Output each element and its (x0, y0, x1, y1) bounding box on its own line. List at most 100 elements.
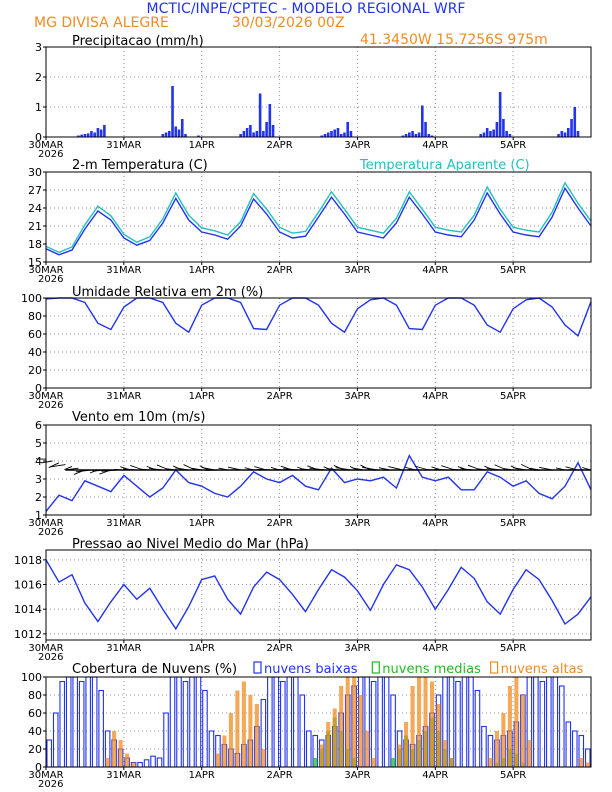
precip-bar (320, 135, 324, 137)
precip-bar (86, 133, 90, 137)
y-tick-label: 18 (28, 238, 42, 251)
precip-bar (492, 129, 495, 137)
cloud-bar-high (371, 758, 376, 767)
x-tick-label: 2APR (266, 643, 292, 654)
cloud-bar-high (105, 758, 110, 767)
x-tick-label: 3APR (344, 391, 370, 402)
cloud-bar-low (481, 725, 487, 768)
precip-bar (180, 119, 184, 137)
precip-bar (566, 128, 570, 137)
x-tick-label: 4APR (422, 770, 448, 781)
cloud-bar-low (163, 712, 169, 768)
cloud-bar-high (365, 731, 370, 767)
wind-vector (166, 468, 176, 471)
precip-bar (557, 134, 560, 137)
precip-bar (573, 107, 577, 137)
wind-vector (64, 465, 73, 471)
panel-title-precip: Precipitacao (mm/h) (72, 34, 204, 49)
legend-swatch (371, 661, 380, 674)
wind-vector (257, 468, 274, 471)
precip-bar (408, 132, 411, 137)
y-tick-label: 4 (35, 455, 42, 468)
wind-vector (75, 469, 92, 473)
x-tick-label: 2APR (266, 770, 292, 781)
cloud-bar-high (112, 731, 117, 767)
x-tick-label: 1APR (189, 265, 215, 276)
panel-frame (45, 171, 592, 263)
y-tick-label: 24 (28, 202, 42, 215)
precip-bar (167, 131, 171, 137)
precip-bar (323, 134, 327, 137)
wind-vector (274, 468, 287, 471)
y-tick-label: 0 (35, 761, 42, 774)
precip-bar (93, 132, 96, 137)
wind-vector (361, 466, 377, 471)
y-tick-label: 21 (28, 220, 42, 233)
cloud-bar-low (267, 676, 273, 768)
wind-vector (66, 467, 79, 471)
cloud-bar-high (228, 713, 233, 767)
precip-bar (164, 132, 168, 137)
precip-bar (485, 128, 489, 137)
precip-bar (239, 134, 242, 137)
cloud-bar-high (235, 690, 240, 767)
series-line-temp-1 (45, 181, 592, 254)
wind-vector (283, 468, 300, 471)
cloud-bar-high (345, 677, 350, 767)
wind-vector (521, 463, 533, 471)
wind-vector (378, 467, 390, 471)
wind-vector (512, 467, 527, 471)
x-tick-label: 31MAR (106, 770, 141, 781)
precip-bar (508, 134, 512, 137)
precip-bar (83, 134, 87, 137)
wind-vector (300, 468, 313, 471)
cloud-bar-low (552, 676, 559, 768)
cloud-bar-low (461, 676, 468, 768)
y-tick-label: 1012 (14, 628, 42, 641)
precip-bar (330, 131, 333, 137)
x-tick-label: 31MAR (106, 518, 141, 529)
cloud-bar-low (468, 676, 474, 768)
y-tick-label: 100 (21, 671, 42, 684)
wind-vector (326, 468, 339, 471)
x-tick-label: 4APR (422, 140, 448, 151)
x-tick-year: 2026 (38, 149, 63, 160)
cloud-bar-high (514, 677, 519, 767)
y-tick-label: 20 (28, 364, 42, 377)
wind-vector (582, 467, 592, 471)
x-tick-label: 3APR (344, 140, 370, 151)
panel-title-pressure: Pressao ao Nivel Medio do Mar (hPa) (72, 537, 309, 552)
precip-bar (563, 132, 567, 137)
wind-vector (477, 468, 488, 471)
wind-vector (539, 466, 553, 471)
y-tick-label: 0 (35, 131, 42, 144)
cloud-bar-high (397, 744, 402, 767)
cloud-bar-high (494, 731, 499, 767)
precip-bar (77, 135, 80, 137)
x-tick-label: 30MAR (28, 770, 63, 781)
cloud-bar-low (559, 685, 565, 768)
cloud-bar-high (319, 744, 324, 767)
cloud-bar-high (449, 758, 454, 767)
x-tick-label: 1APR (189, 770, 215, 781)
x-tick-label: 5APR (500, 770, 526, 781)
precip-bar (242, 131, 246, 137)
precip-bar (333, 129, 337, 137)
cloud-bar-high (332, 708, 337, 767)
precip-bar (421, 105, 424, 137)
y-tick-label: 60 (28, 707, 42, 720)
cloud-bar-high (352, 677, 357, 767)
wind-vector (460, 468, 475, 471)
precip-bar (505, 131, 508, 137)
cloud-bar-high (404, 722, 409, 767)
x-tick-label: 31MAR (106, 140, 141, 151)
precip-bar (498, 92, 502, 137)
precip-bar (96, 128, 100, 137)
precip-bar (268, 104, 272, 137)
y-tick-label: 3 (35, 41, 42, 54)
wind-vector (41, 460, 53, 464)
y-tick-label: 80 (28, 689, 42, 702)
